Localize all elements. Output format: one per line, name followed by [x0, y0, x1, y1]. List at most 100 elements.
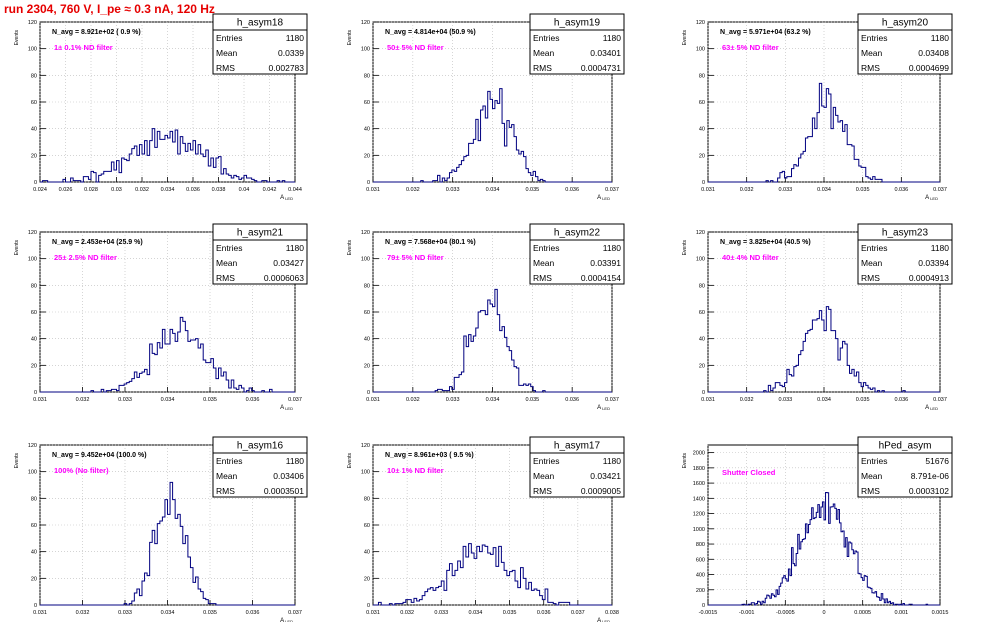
x-tick-label: 0.032: [740, 187, 754, 193]
filter-label: 25± 2.5% ND filter: [54, 253, 117, 262]
y-tick-label: 80: [364, 496, 370, 502]
y-tick-label: 0: [34, 603, 37, 609]
x-tick-label: 0.037: [288, 610, 302, 616]
y-tick-label: 60: [31, 310, 37, 316]
filter-label: 50± 5% ND filter: [387, 43, 444, 52]
x-axis-label: A LED: [280, 618, 293, 622]
x-tick-label: 0.032: [76, 610, 90, 616]
y-tick-label: 80: [364, 283, 370, 289]
filter-label: 100% (No filter): [54, 466, 109, 475]
y-tick-label: 1000: [693, 527, 705, 533]
x-tick-label: 0.032: [400, 610, 414, 616]
x-tick-label: 0.037: [933, 187, 947, 193]
x-tick-label: 0.033: [446, 187, 460, 193]
x-tick-label: 0.031: [33, 610, 47, 616]
x-tick-label: 0.036: [246, 610, 260, 616]
stats-name: h_asym22: [554, 228, 601, 239]
stats-box: [529, 452, 625, 498]
y-tick-label: 100: [28, 257, 37, 263]
x-tick-label: 0.033: [118, 610, 132, 616]
stats-name: h_asym21: [237, 228, 284, 239]
y-axis-label: Events: [682, 240, 688, 256]
y-tick-label: 0: [702, 180, 705, 186]
y-axis-label: Events: [14, 30, 20, 46]
stats-key: Entries: [216, 243, 242, 253]
x-tick-label: 0.035: [525, 187, 539, 193]
stats-value: 0.0339: [278, 48, 304, 58]
navg-label: N_avg = 8.921e+02 ( 0.9 %): [52, 29, 141, 36]
x-tick-label: 0.031: [366, 397, 380, 403]
y-tick-label: 0: [702, 603, 705, 609]
y-tick-label: 40: [31, 550, 37, 556]
navg-label: N_avg = 8.961e+03 ( 9.5 %): [385, 452, 474, 459]
stats-name: h_asym20: [882, 18, 929, 29]
x-tick-label: 0.033: [118, 397, 132, 403]
navg-label: N_avg = 9.452e+04 (100.0 %): [52, 452, 147, 459]
x-tick-label: 0.026: [59, 187, 73, 193]
y-tick-label: 120: [361, 443, 370, 449]
x-tick-label: -0.001: [739, 610, 755, 616]
stats-key: Mean: [861, 258, 883, 268]
x-tick-label: -0.0005: [776, 610, 795, 616]
stats-box: [857, 239, 953, 285]
y-tick-label: 0: [367, 390, 370, 396]
stats-value: 1180: [603, 456, 622, 466]
x-tick-label: 0.034: [817, 187, 831, 193]
y-tick-label: 40: [364, 337, 370, 343]
stats-value: 1180: [931, 33, 950, 43]
y-tick-label: 40: [364, 550, 370, 556]
stats-value: 1180: [286, 456, 305, 466]
y-tick-label: 0: [34, 390, 37, 396]
y-tick-label: 40: [364, 127, 370, 133]
y-tick-label: 80: [699, 283, 705, 289]
y-tick-label: 20: [31, 153, 37, 159]
stats-key: Mean: [216, 48, 238, 58]
y-tick-label: 20: [364, 363, 370, 369]
y-tick-label: 800: [696, 542, 705, 548]
x-axis-label: A LED: [280, 195, 293, 201]
stats-key: RMS: [216, 273, 235, 283]
x-axis-label: A LED: [597, 618, 610, 622]
x-tick-label: 0.031: [701, 187, 715, 193]
y-tick-label: 120: [361, 230, 370, 236]
stats-name: hPed_asym: [879, 441, 932, 452]
y-tick-label: 100: [361, 257, 370, 263]
navg-label: N_avg = 5.971e+04 (63.2 %): [720, 29, 811, 36]
navg-label: N_avg = 2.453e+04 (25.9 %): [52, 239, 143, 246]
x-tick-label: 0.031: [366, 187, 380, 193]
y-tick-label: 40: [31, 337, 37, 343]
y-tick-label: 100: [28, 47, 37, 53]
stats-value: 1180: [931, 243, 950, 253]
run-title: run 2304, 760 V, I_pe ≈ 0.3 nA, 120 Hz: [4, 2, 215, 16]
histogram-line: [40, 316, 295, 393]
panel-h_asym17: 0.031 0.032 0.033 0.034 0.035 0.036 0.037 0.038…: [347, 436, 625, 622]
stats-value: 1180: [286, 243, 305, 253]
x-tick-label: 0.035: [856, 187, 870, 193]
panel-h_asym19: 0.031 0.032 0.033 0.034 0.035 0.036 0.037 0 20 40…: [347, 13, 625, 201]
y-tick-label: 40: [31, 127, 37, 133]
x-axis-label: A LED: [280, 405, 293, 411]
y-tick-label: 0: [367, 180, 370, 186]
x-tick-label: -0.0015: [699, 610, 718, 616]
y-tick-label: 100: [696, 47, 705, 53]
y-tick-label: 80: [31, 496, 37, 502]
y-tick-label: 40: [699, 337, 705, 343]
stats-value: 1180: [286, 33, 305, 43]
x-tick-label: 0.037: [605, 187, 619, 193]
stats-name: h_asym17: [554, 441, 601, 452]
y-tick-label: 0: [702, 390, 705, 396]
y-tick-label: 100: [361, 470, 370, 476]
y-tick-label: 200: [696, 588, 705, 594]
stats-key: Mean: [533, 258, 555, 268]
stats-key: RMS: [861, 486, 880, 496]
stats-value: 0.03406: [273, 471, 304, 481]
stats-value: 1180: [603, 243, 622, 253]
x-tick-label: 0.034: [486, 187, 500, 193]
filter-label: Shutter Closed: [722, 468, 776, 477]
y-tick-label: 20: [31, 363, 37, 369]
histogram-line: [373, 88, 612, 183]
y-tick-label: 40: [699, 127, 705, 133]
stats-value: 0.0003102: [909, 486, 949, 496]
y-tick-label: 20: [364, 576, 370, 582]
panel-h_asym21: 0.031 0.032 0.033 0.034 0.035 0.036 0.037 0 20 40…: [14, 223, 308, 411]
